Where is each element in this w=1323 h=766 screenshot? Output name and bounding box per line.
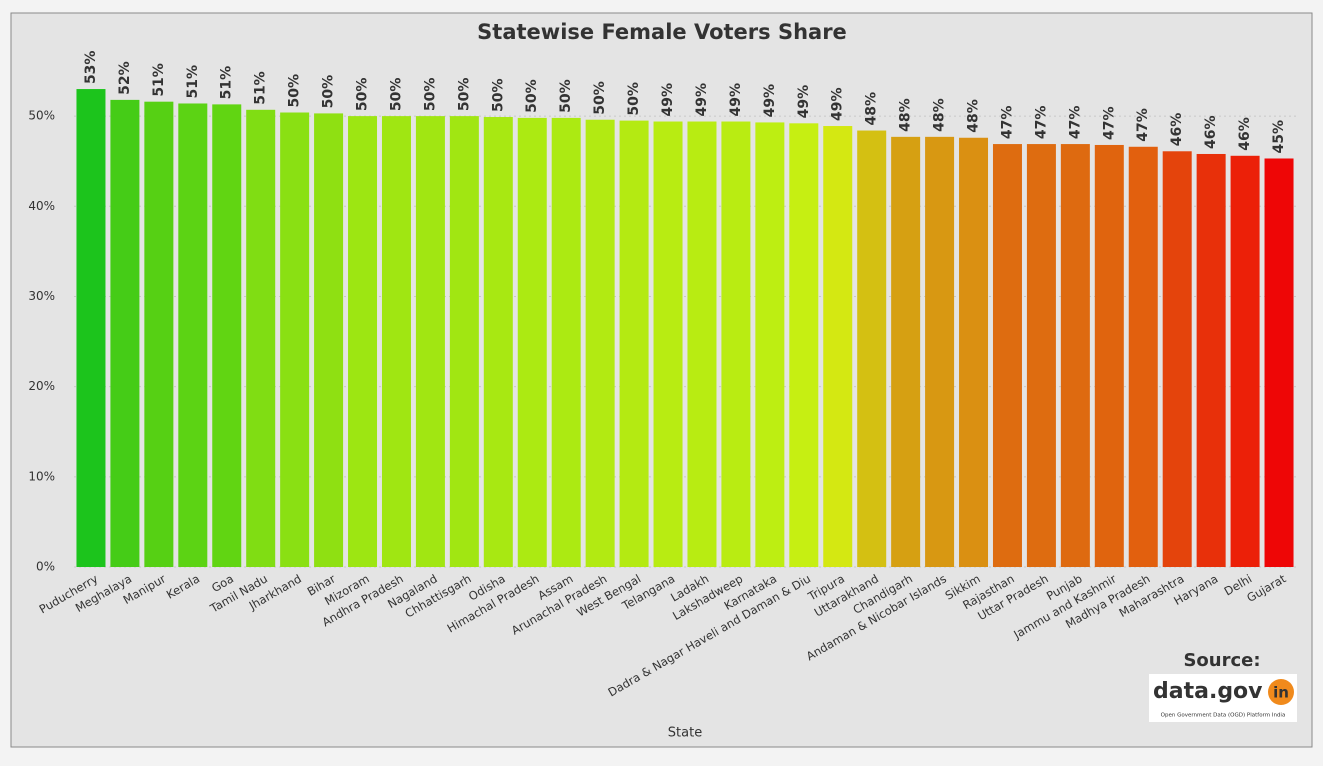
bar — [1128, 146, 1158, 567]
bar — [653, 121, 683, 568]
bar — [891, 136, 921, 568]
value-label: 50% — [558, 79, 574, 113]
bar — [687, 121, 717, 568]
bar — [1264, 158, 1294, 567]
bar — [1060, 144, 1090, 567]
value-label: 49% — [728, 83, 744, 117]
bar — [551, 117, 581, 568]
bar — [348, 116, 378, 567]
bar — [415, 116, 445, 567]
bar — [1094, 144, 1124, 567]
value-label: 46% — [1203, 115, 1219, 149]
bar — [449, 116, 479, 567]
value-label: 46% — [1169, 113, 1185, 147]
bar — [789, 123, 819, 568]
value-label: 50% — [592, 81, 608, 115]
bar — [1230, 155, 1260, 568]
value-label: 50% — [388, 78, 404, 112]
value-label: 50% — [355, 78, 371, 112]
bar — [1162, 151, 1192, 567]
value-label: 50% — [422, 78, 438, 112]
bar — [925, 136, 955, 568]
bar — [76, 89, 106, 567]
x-axis-title: State — [668, 726, 702, 741]
bar — [212, 104, 242, 568]
y-tick-label: 20% — [28, 379, 55, 393]
bar — [823, 126, 853, 567]
value-label: 49% — [694, 83, 710, 117]
value-label: 49% — [796, 85, 812, 119]
y-tick-label: 50% — [28, 109, 55, 123]
value-label: 51% — [253, 71, 269, 105]
value-label: 48% — [932, 98, 948, 132]
value-label: 53% — [83, 51, 99, 85]
bar — [280, 112, 310, 567]
value-label: 46% — [1237, 117, 1253, 151]
value-label: 47% — [1101, 106, 1117, 140]
logo-badge: in — [1273, 684, 1289, 702]
value-label: 50% — [524, 79, 540, 113]
value-label: 50% — [490, 78, 506, 112]
y-tick-label: 10% — [28, 469, 55, 483]
source-label: Source: — [1183, 650, 1260, 671]
y-tick-label: 0% — [36, 560, 55, 574]
y-tick-label: 30% — [28, 289, 55, 303]
value-label: 52% — [117, 61, 133, 95]
value-label: 49% — [830, 88, 846, 122]
value-label: 48% — [898, 98, 914, 132]
bar — [755, 122, 785, 567]
y-tick-label: 40% — [28, 199, 55, 213]
bar — [1026, 144, 1056, 567]
value-label: 48% — [966, 99, 982, 133]
bar — [992, 144, 1022, 567]
value-label: 51% — [151, 63, 167, 97]
bar — [110, 99, 140, 567]
bar — [381, 116, 411, 567]
value-label: 47% — [1135, 108, 1151, 142]
value-label: 50% — [321, 75, 337, 109]
value-label: 48% — [864, 92, 880, 126]
bar — [721, 121, 751, 568]
logo-tagline: Open Government Data (OGD) Platform Indi… — [1161, 713, 1286, 719]
value-label: 47% — [1067, 106, 1083, 140]
bar — [144, 101, 174, 567]
bar — [1196, 153, 1226, 567]
bar — [314, 113, 344, 567]
value-label: 51% — [185, 65, 201, 99]
bar — [857, 130, 887, 568]
bar — [483, 117, 513, 568]
value-label: 50% — [287, 74, 303, 108]
value-label: 49% — [660, 83, 676, 117]
value-label: 45% — [1271, 120, 1287, 154]
logo-text: data.gov — [1153, 679, 1263, 704]
bar — [959, 137, 989, 567]
bar — [517, 117, 547, 568]
chart-title: Statewise Female Voters Share — [477, 20, 847, 44]
value-label: 47% — [999, 106, 1015, 140]
bar — [246, 109, 276, 567]
value-label: 49% — [762, 84, 778, 118]
value-label: 47% — [1033, 106, 1049, 140]
bar — [585, 119, 615, 567]
value-label: 50% — [626, 82, 642, 116]
bar — [619, 120, 649, 567]
value-label: 51% — [219, 66, 235, 100]
logo-circle — [1268, 679, 1294, 705]
bar — [178, 103, 208, 567]
value-label: 50% — [456, 78, 472, 112]
